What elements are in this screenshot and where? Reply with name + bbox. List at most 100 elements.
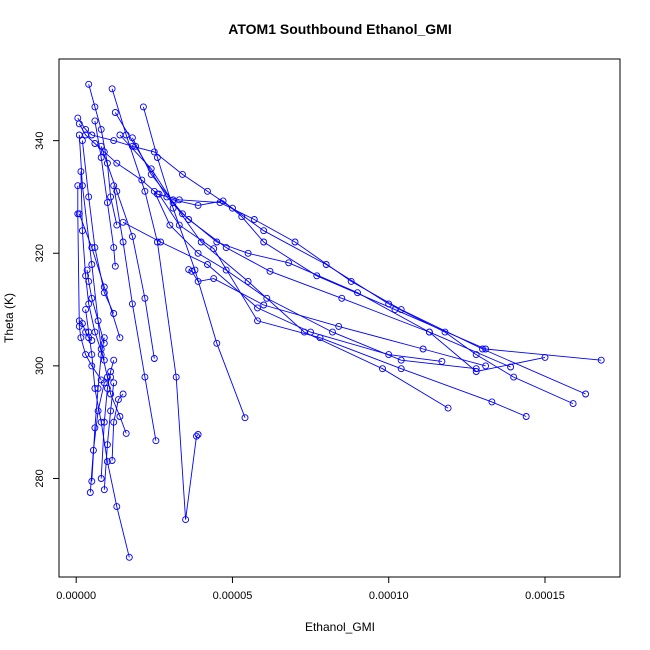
data-point xyxy=(147,170,155,178)
series-20 xyxy=(139,103,249,422)
data-point xyxy=(91,140,99,147)
series-7 xyxy=(88,334,108,485)
data-point xyxy=(316,334,324,342)
data-point xyxy=(329,328,336,336)
data-point xyxy=(78,182,86,190)
data-point xyxy=(438,357,446,365)
data-point xyxy=(91,103,99,111)
data-point xyxy=(107,390,115,398)
data-point xyxy=(128,134,136,142)
data-point xyxy=(222,244,230,252)
data-point xyxy=(150,148,158,156)
data-point xyxy=(88,477,96,485)
data-point xyxy=(379,365,386,373)
data-point xyxy=(108,457,116,464)
data-point xyxy=(110,244,118,252)
data-point xyxy=(107,368,115,375)
data-point xyxy=(263,294,271,302)
data-point xyxy=(260,238,268,246)
x-tick-label: 0.00015 xyxy=(525,590,565,602)
x-tick-label: 0.00000 xyxy=(56,590,96,602)
data-point xyxy=(397,356,405,364)
data-point xyxy=(82,351,90,359)
data-point xyxy=(85,80,93,88)
data-point xyxy=(150,355,158,362)
series-line xyxy=(122,221,442,362)
data-point xyxy=(100,339,108,347)
series-26 xyxy=(111,109,549,375)
series-line xyxy=(77,185,102,381)
data-point xyxy=(229,204,236,212)
series-29 xyxy=(185,266,490,370)
series-8 xyxy=(97,356,118,482)
data-point xyxy=(241,414,249,422)
data-point xyxy=(75,120,83,128)
data-point xyxy=(82,328,90,336)
data-point xyxy=(522,413,530,420)
data-point xyxy=(88,362,96,370)
data-point xyxy=(75,210,83,218)
data-point xyxy=(266,267,274,275)
data-point xyxy=(188,267,196,275)
data-point xyxy=(385,351,393,359)
data-point xyxy=(122,429,130,437)
data-point xyxy=(250,216,258,223)
series-line xyxy=(85,309,130,558)
data-point xyxy=(119,218,127,226)
data-point xyxy=(88,261,96,268)
data-point xyxy=(582,390,590,398)
data-point xyxy=(94,407,102,415)
data-point xyxy=(111,109,119,116)
data-point xyxy=(322,261,330,268)
data-point xyxy=(111,262,119,270)
data-point xyxy=(169,199,177,207)
data-point xyxy=(425,328,433,336)
data-point xyxy=(100,418,108,426)
series-12 xyxy=(74,182,105,384)
x-axis-label: Ethanol_GMI xyxy=(305,620,375,634)
series-line xyxy=(86,270,105,344)
series-line xyxy=(142,106,246,418)
data-point xyxy=(219,197,227,205)
data-point xyxy=(210,275,218,283)
x-tick-label: 0.00005 xyxy=(213,590,253,602)
series-10 xyxy=(108,390,127,464)
data-point xyxy=(103,458,111,466)
data-point xyxy=(94,317,102,325)
series-14 xyxy=(83,266,108,347)
data-point xyxy=(86,489,94,496)
data-point xyxy=(193,432,200,440)
series-line xyxy=(173,199,602,361)
data-point xyxy=(175,221,183,229)
y-axis: 280 300 320 340 xyxy=(34,131,60,488)
data-point xyxy=(108,85,116,93)
series-line xyxy=(188,269,486,367)
data-point xyxy=(100,486,108,494)
series-11 xyxy=(108,85,202,524)
series-21 xyxy=(75,210,124,342)
data-point xyxy=(110,379,118,387)
data-point xyxy=(97,475,105,482)
data-point xyxy=(472,368,480,375)
data-point xyxy=(185,216,193,223)
data-point xyxy=(110,137,118,145)
data-point xyxy=(91,117,99,125)
data-point xyxy=(78,320,86,328)
data-point xyxy=(153,154,161,161)
series-13 xyxy=(77,168,108,364)
data-point xyxy=(488,398,496,406)
data-point xyxy=(88,294,96,302)
data-point xyxy=(482,362,490,370)
data-point xyxy=(74,182,82,190)
data-point xyxy=(204,261,211,268)
plot-frame xyxy=(58,58,621,578)
data-point xyxy=(114,396,122,404)
series-line xyxy=(91,337,105,482)
data-point xyxy=(88,337,96,344)
data-point xyxy=(507,363,515,371)
y-tick-label: 300 xyxy=(34,357,46,375)
data-point xyxy=(291,238,299,246)
series-17 xyxy=(91,117,119,270)
